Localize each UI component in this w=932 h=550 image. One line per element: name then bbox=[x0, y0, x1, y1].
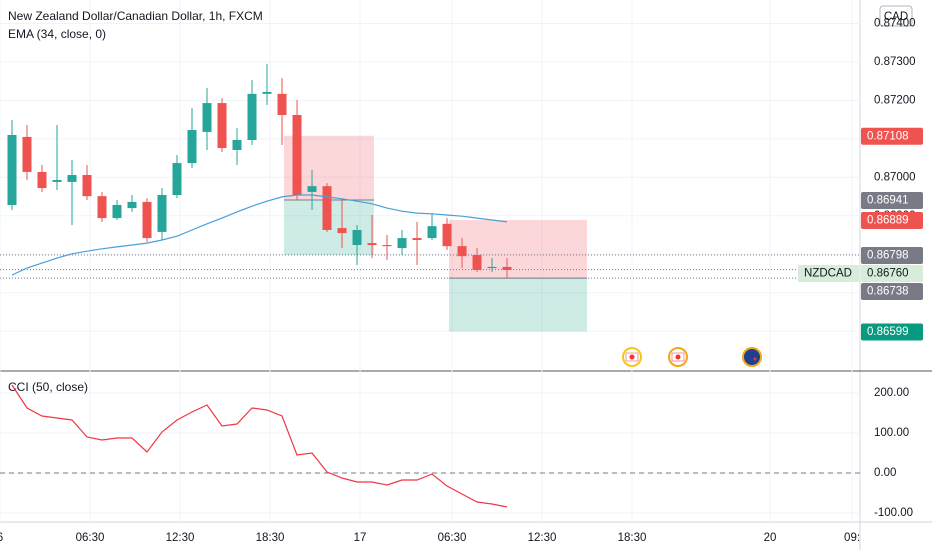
candle-body bbox=[22, 136, 32, 172]
y-tick-label: 0.87200 bbox=[874, 94, 916, 106]
candle-body bbox=[247, 93, 257, 140]
stop-zone bbox=[448, 220, 587, 279]
price-tag bbox=[861, 283, 923, 300]
y-tick-label: 0.00 bbox=[874, 467, 896, 479]
price-tag bbox=[861, 192, 923, 209]
flag bbox=[753, 357, 757, 361]
candle-body bbox=[37, 171, 47, 189]
price-tag-label: 0.86760 bbox=[867, 268, 909, 280]
candle-body bbox=[67, 175, 77, 182]
candle-body bbox=[502, 266, 512, 270]
price-tag-label: 0.86889 bbox=[867, 215, 909, 227]
price-tag bbox=[861, 247, 923, 264]
candle-body bbox=[202, 103, 212, 132]
flag bbox=[629, 354, 635, 360]
candle-body bbox=[82, 175, 92, 197]
x-tick-label: 06:30 bbox=[76, 532, 105, 544]
candle-body bbox=[262, 91, 272, 94]
candle-body bbox=[187, 130, 197, 164]
candle-body bbox=[7, 135, 17, 205]
indicator-line bbox=[11, 384, 508, 508]
y-tick-label: 0.87400 bbox=[874, 17, 916, 29]
event-icon[interactable] bbox=[742, 347, 762, 367]
price-tag-label: 0.87108 bbox=[867, 130, 909, 142]
x-tick-label: 17 bbox=[354, 532, 367, 544]
symbol-tag bbox=[798, 265, 859, 282]
candle-body bbox=[352, 230, 362, 245]
candle-body bbox=[217, 103, 227, 149]
candle-body bbox=[382, 245, 392, 247]
candle-body bbox=[397, 238, 407, 249]
candle-body bbox=[472, 255, 482, 270]
x-tick-label: 6 bbox=[0, 532, 3, 544]
x-tick-label: 12:30 bbox=[528, 532, 557, 544]
candle-body bbox=[157, 195, 167, 232]
candle-body bbox=[97, 196, 107, 219]
y-tick-label: -100.00 bbox=[874, 507, 913, 519]
candle-body bbox=[292, 115, 302, 195]
candle-body bbox=[142, 201, 152, 239]
target-zone bbox=[448, 278, 587, 332]
indicator-line bbox=[11, 194, 508, 276]
y-tick-label: 200.00 bbox=[874, 387, 909, 399]
price-tag bbox=[861, 212, 923, 229]
currency-box[interactable] bbox=[879, 5, 913, 27]
event-icons bbox=[622, 347, 762, 367]
price-tag-label: 0.86738 bbox=[867, 286, 909, 298]
candle-body bbox=[52, 180, 62, 182]
candle-body bbox=[307, 186, 317, 192]
x-tick-label: 12:30 bbox=[166, 532, 195, 544]
candle-body bbox=[337, 228, 347, 234]
price-tag-label: 0.86941 bbox=[867, 195, 909, 207]
candle-body bbox=[367, 243, 377, 245]
y-tick-label: 100.00 bbox=[874, 427, 909, 439]
candle-body bbox=[457, 246, 467, 257]
candle-body bbox=[427, 226, 437, 239]
candle-body bbox=[172, 163, 182, 195]
x-tick-label: 06:30 bbox=[438, 532, 467, 544]
candle-body bbox=[232, 140, 242, 150]
currency: CAD bbox=[884, 11, 908, 23]
indicator-legend: CCI (50, close) bbox=[8, 380, 88, 394]
candle-body bbox=[412, 238, 422, 240]
x-tick-label: 18:30 bbox=[618, 532, 647, 544]
candle-body bbox=[127, 201, 137, 209]
x-tick-label: 18:30 bbox=[256, 532, 285, 544]
price-tag-label: 0.86798 bbox=[867, 250, 909, 262]
candle-body bbox=[442, 223, 452, 247]
candle-body bbox=[322, 186, 332, 230]
x-tick-label: 09: bbox=[844, 532, 860, 544]
price-tag-label: 0.86599 bbox=[867, 326, 909, 338]
candle-body bbox=[487, 266, 497, 269]
symbol-tag-label: NZDCAD bbox=[804, 268, 852, 280]
candle-body bbox=[112, 205, 122, 219]
price-tag bbox=[861, 127, 923, 145]
y-tick-label: 0.87000 bbox=[874, 171, 916, 183]
price-tag bbox=[861, 323, 923, 341]
y-tick-label: 0.87300 bbox=[874, 56, 916, 68]
flag bbox=[675, 354, 681, 360]
x-tick-label: 20 bbox=[764, 532, 777, 544]
candle-body bbox=[277, 93, 287, 115]
chart-title: New Zealand Dollar/Canadian Dollar, 1h, … bbox=[8, 9, 263, 23]
price-tag bbox=[861, 265, 923, 282]
indicator-legend: EMA (34, close, 0) bbox=[8, 27, 106, 41]
